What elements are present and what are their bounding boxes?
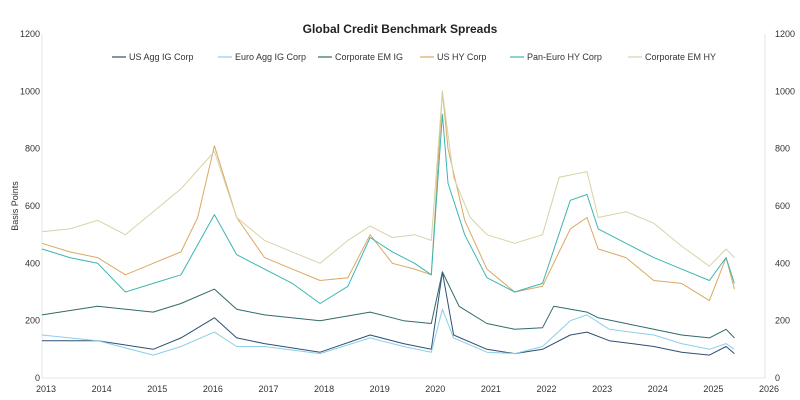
x-tick-label: 2014 bbox=[92, 384, 112, 394]
series-line-corporate-em-ig bbox=[41, 271, 735, 339]
legend-label: Corporate EM HY bbox=[645, 52, 716, 62]
y-tick-label: 200 bbox=[25, 316, 40, 326]
right-y-tick-label: 1200 bbox=[775, 29, 795, 39]
x-tick-label: 2022 bbox=[537, 384, 557, 394]
right-y-tick-label: 400 bbox=[775, 258, 790, 268]
x-tick-label: 2021 bbox=[481, 384, 501, 394]
series-line-euro-agg-ig-corp bbox=[41, 308, 735, 356]
legend-label: US Agg IG Corp bbox=[129, 52, 194, 62]
legend-label: US HY Corp bbox=[437, 52, 486, 62]
y-tick-label: 0 bbox=[35, 373, 40, 383]
series-line-corporate-em-hy bbox=[41, 90, 735, 267]
series-lines bbox=[41, 90, 735, 356]
right-y-tick-label: 200 bbox=[775, 316, 790, 326]
legend-label: Corporate EM IG bbox=[335, 52, 403, 62]
right-y-tick-label: 0 bbox=[775, 373, 780, 383]
legend-label: Euro Agg IG Corp bbox=[235, 52, 306, 62]
right-y-tick-label: 600 bbox=[775, 201, 790, 211]
y-tick-label: 1000 bbox=[20, 86, 40, 96]
right-y-tick-label: 800 bbox=[775, 144, 790, 154]
y-tick-label: 800 bbox=[25, 144, 40, 154]
x-tick-label: 2020 bbox=[425, 384, 445, 394]
chart-title: Global Credit Benchmark Spreads bbox=[303, 22, 498, 36]
x-tick-label: 2015 bbox=[147, 384, 167, 394]
y-tick-label: 400 bbox=[25, 258, 40, 268]
x-tick-label: 2016 bbox=[203, 384, 223, 394]
x-tick-label: 2026 bbox=[759, 384, 779, 394]
x-tick-label: 2013 bbox=[36, 384, 56, 394]
right-y-tick-label: 1000 bbox=[775, 86, 795, 96]
series-line-us-hy-corp bbox=[41, 90, 735, 302]
axes: 0 200 400 600 800 1000 1200 0 200 400 600 800 1000 12… bbox=[20, 29, 795, 394]
y-axis-label: Basis Points bbox=[10, 181, 20, 231]
y-tick-label: 1200 bbox=[20, 29, 40, 39]
x-tick-label: 2025 bbox=[703, 384, 723, 394]
x-tick-label: 2019 bbox=[370, 384, 390, 394]
y-tick-label: 600 bbox=[25, 201, 40, 211]
series-line-us-agg-ig-corp bbox=[42, 271, 735, 356]
x-tick-label: 2023 bbox=[592, 384, 612, 394]
x-tick-label: 2017 bbox=[258, 384, 278, 394]
x-tick-label: 2018 bbox=[314, 384, 334, 394]
legend-label: Pan-Euro HY Corp bbox=[527, 52, 602, 62]
legend: US Agg IG Corp Euro Agg IG Corp Corporate … bbox=[112, 52, 716, 62]
series-line-pan-euro-hy-corp bbox=[41, 113, 735, 304]
x-tick-label: 2024 bbox=[648, 384, 668, 394]
